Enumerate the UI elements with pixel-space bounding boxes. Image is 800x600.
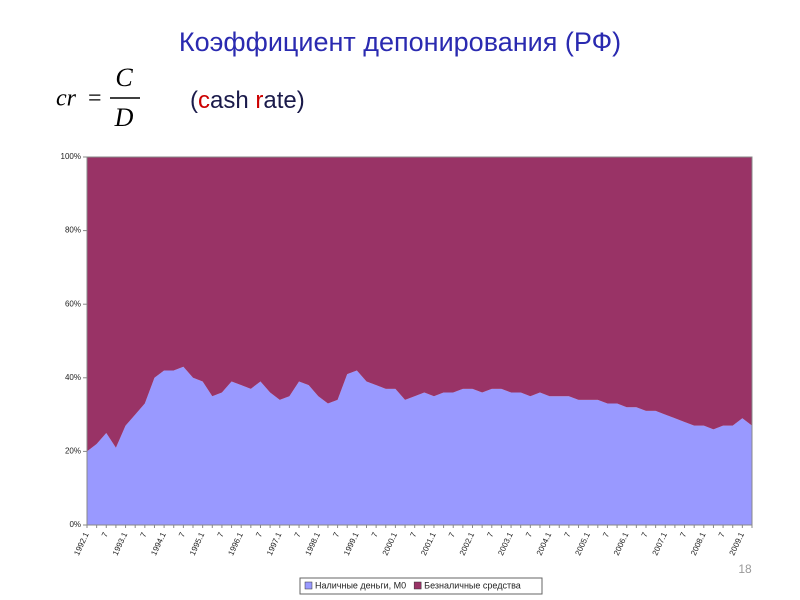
page-number: 18 [738,562,752,576]
y-tick-label: 60% [65,299,81,308]
formula-equals: = [88,86,102,112]
x-tick-label: 7 [100,530,110,538]
x-tick-label: 7 [177,530,187,538]
slide-title: Коэффициент депонирования (РФ) [179,27,621,57]
x-tick-label: 1998.1 [304,530,323,556]
x-tick-label: 7 [601,530,611,538]
formula-numerator: C [115,63,133,92]
x-tick-label: 2007.1 [650,530,669,556]
legend-swatch [413,581,422,590]
x-tick-label: 7 [717,530,727,538]
x-tick-label: 7 [370,530,380,538]
x-tick-label: 7 [254,530,264,538]
legend-swatch [304,581,313,590]
x-tick-label: 2004.1 [535,530,554,556]
x-tick-label: 7 [331,530,341,538]
x-tick-label: 7 [485,530,495,538]
y-tick-label: 40% [65,373,81,382]
x-tick-label: 7 [563,530,573,538]
legend-label: Наличные деньги, М0 [315,580,406,590]
x-tick-label: 2006.1 [612,530,631,556]
x-tick-label: 1999.1 [342,530,361,556]
x-tick-label: 2001.1 [419,530,438,556]
legend-label: Безналичные средства [424,580,521,590]
subtitle-part: ate) [263,87,304,114]
area [87,157,752,452]
x-tick-label: 2002.1 [458,530,477,556]
x-tick-label: 1992.1 [72,530,91,556]
x-tick-label: 7 [293,530,303,538]
x-tick-label: 7 [678,530,688,538]
x-tick-label: 2005.1 [573,530,592,556]
x-tick-label: 7 [524,530,534,538]
subtitle-part: ( [190,87,198,114]
subtitle: (cash rate) [190,87,305,114]
x-tick-label: 7 [139,530,149,538]
x-tick-label: 2000.1 [381,530,400,556]
subtitle-part: c [198,87,210,114]
x-tick-label: 1997.1 [265,530,284,556]
x-tick-label: 1995.1 [188,530,207,556]
plot-frame [86,156,753,526]
x-tick-label: 1996.1 [226,530,245,556]
y-tick-label: 80% [65,226,81,235]
x-tick-label: 7 [447,530,457,538]
formula-lhs: cr [56,86,77,112]
formula-denominator: D [114,103,134,132]
x-tick-label: 7 [408,530,418,538]
legend: Наличные деньги, М0 Безналичные средства [299,577,543,595]
x-tick-label: 7 [640,530,650,538]
x-tick-label: 7 [216,530,226,538]
x-tick-label: 2009.1 [728,530,747,556]
x-tick-label: 2003.1 [496,530,515,556]
y-tick-label: 20% [65,447,81,456]
x-tick-label: 2008.1 [689,530,708,556]
y-tick-label: 100% [61,152,81,161]
x-tick-label: 1994.1 [149,530,168,556]
x-tick-label: 1993.1 [111,530,130,556]
subtitle-part: ash [210,87,255,114]
area [87,366,752,525]
formula: cr = C D [56,63,140,132]
y-tick-label: 0% [69,520,81,529]
subtitle-part: r [255,87,263,114]
